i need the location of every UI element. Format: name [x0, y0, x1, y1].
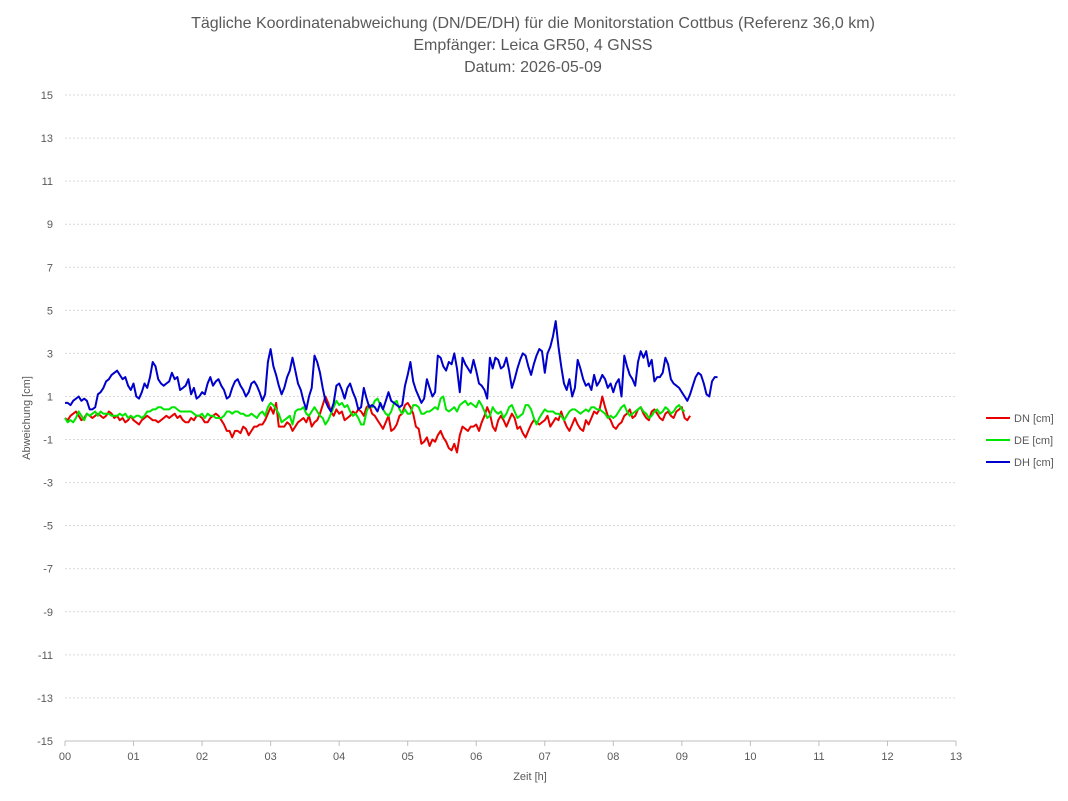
x-tick-label: 02 [196, 751, 208, 763]
y-tick-label: -1 [43, 435, 53, 447]
y-tick-label: 11 [42, 176, 53, 188]
chart-title: Tägliche Koordinatenabweichung (DN/DE/DH… [191, 15, 875, 76]
chart-title-line-2: Empfänger: Leica GR50, 4 GNSS [413, 37, 652, 54]
chart-title-line-3: Datum: 2026-05-09 [464, 59, 602, 76]
x-tick-label: 01 [127, 751, 139, 763]
y-axis-ticks: 15 13 11 9 7 5 3 1 -1 -3 -5 -7 -9 -11 -13 -15 [37, 90, 53, 748]
x-tick-label: 10 [744, 751, 756, 763]
x-tick-label: 13 [950, 751, 962, 763]
y-tick-label: 5 [47, 305, 53, 317]
y-tick-label: 1 [47, 391, 53, 403]
y-axis-label: Abweichung [cm] [21, 376, 33, 460]
x-tick-label: 11 [813, 751, 824, 763]
y-tick-label: -7 [43, 564, 53, 576]
x-tick-label: 04 [333, 751, 345, 763]
series-line-dh [65, 320, 718, 413]
chart-title-line-1: Tägliche Koordinatenabweichung (DN/DE/DH… [191, 15, 875, 32]
x-tick-label: 00 [59, 751, 71, 763]
y-tick-label: -9 [43, 607, 53, 619]
y-tick-label: -3 [43, 478, 53, 490]
series-line-dn [64, 395, 691, 454]
y-tick-label: -5 [43, 521, 53, 533]
legend-label: DH [cm] [1014, 457, 1054, 469]
legend-label: DN [cm] [1014, 413, 1054, 425]
y-tick-label: 3 [47, 348, 53, 360]
x-tick-label: 08 [607, 751, 619, 763]
y-tick-label: -11 [38, 650, 53, 662]
series-lines [64, 320, 718, 454]
x-tick-label: 07 [539, 751, 551, 763]
y-tick-label: 7 [47, 262, 53, 274]
x-axis-ticks: 00 01 02 03 04 05 06 07 08 09 10 11 12 13 [59, 741, 962, 763]
x-tick-label: 03 [264, 751, 276, 763]
series-line-de [64, 395, 686, 426]
x-axis-label: Zeit [h] [513, 771, 547, 783]
y-tick-label: 13 [41, 133, 53, 145]
y-tick-label: -13 [37, 693, 53, 705]
x-tick-label: 06 [470, 751, 482, 763]
legend-label: DE [cm] [1014, 435, 1053, 447]
x-tick-label: 12 [881, 751, 893, 763]
x-tick-label: 09 [676, 751, 688, 763]
y-tick-label: 9 [47, 219, 53, 231]
y-tick-label: 15 [41, 90, 53, 102]
gridlines [65, 94, 956, 742]
y-tick-label: -15 [37, 736, 53, 748]
x-tick-label: 05 [402, 751, 414, 763]
legend: DN [cm] DE [cm] DH [cm] [986, 413, 1054, 469]
